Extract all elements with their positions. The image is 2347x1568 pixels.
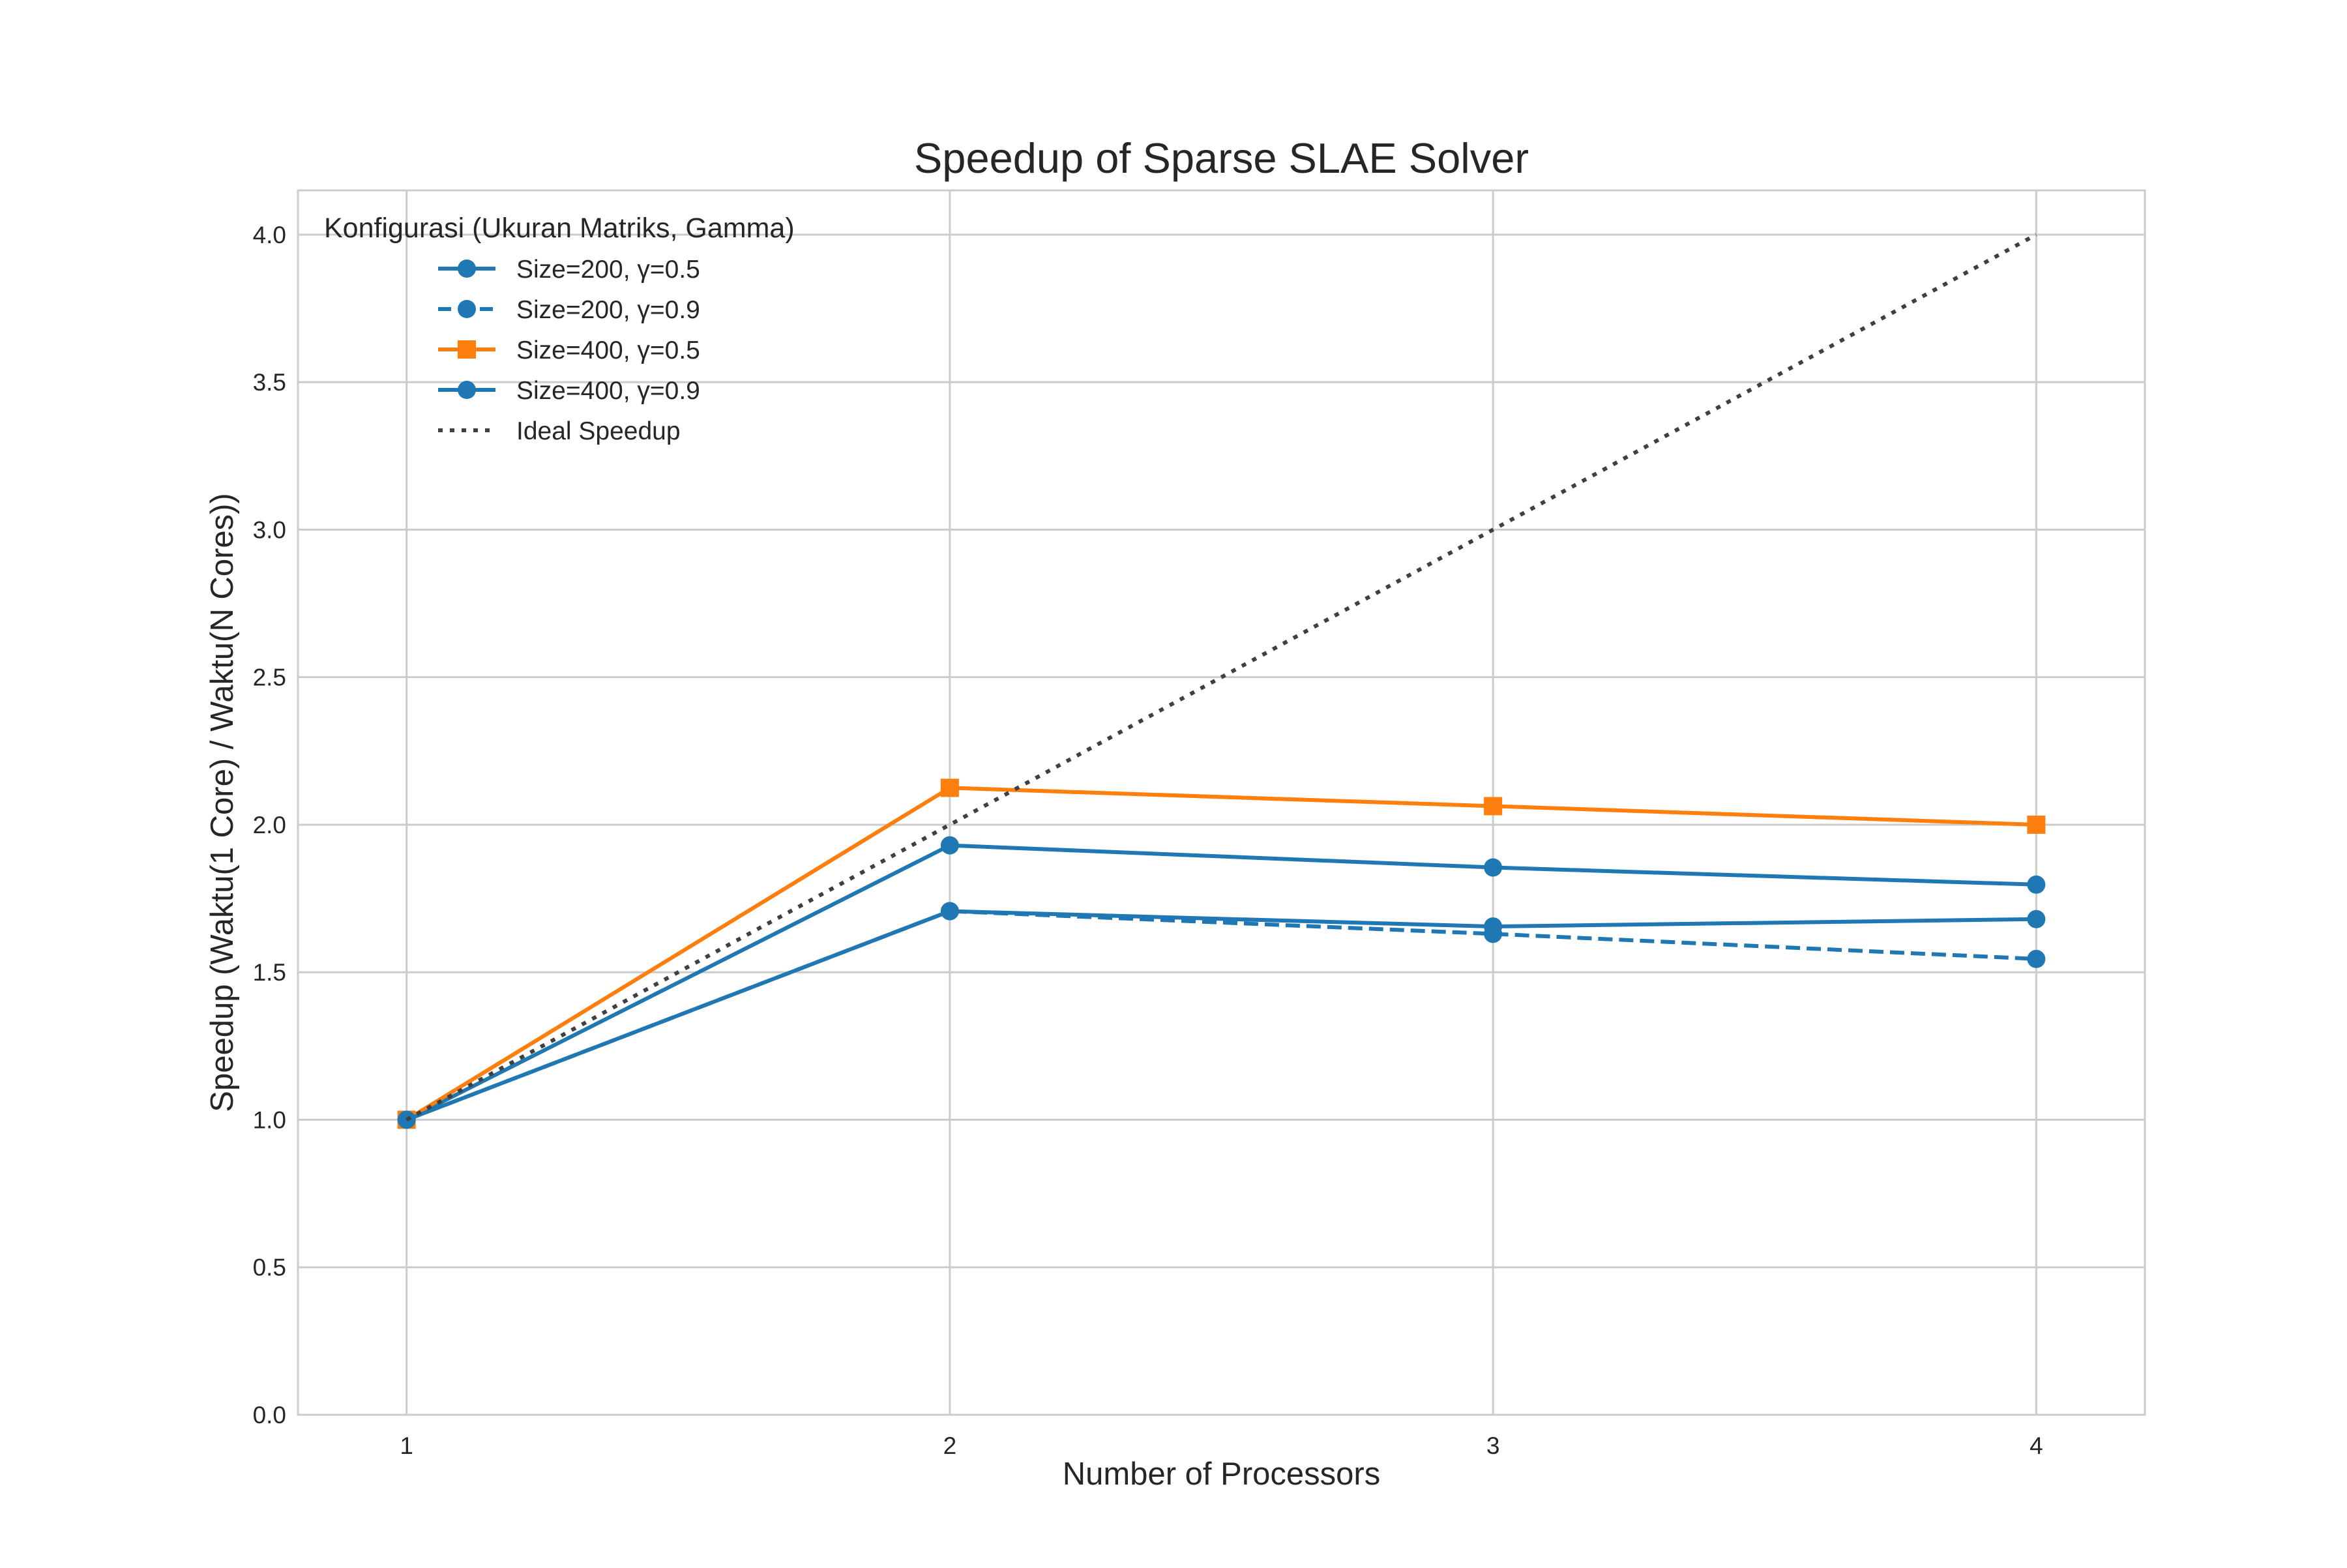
series-0: [397, 836, 2046, 1129]
legend-entry: Size=200, γ=0.5: [438, 256, 700, 284]
series-line: [406, 843, 2037, 1122]
series-line: [406, 233, 2037, 1122]
y-tick-label: 4.0: [253, 222, 286, 248]
x-tick-label: 4: [2030, 1432, 2043, 1459]
legend-marker: [458, 381, 476, 399]
legend-label: Size=200, γ=0.9: [516, 296, 700, 324]
legend-label: Size=200, γ=0.5: [516, 256, 700, 284]
data-point: [1484, 858, 1503, 877]
legend-entries: Size=200, γ=0.5 Size=200, γ=0.9 Size=400, …: [438, 256, 700, 445]
legend-label: Size=400, γ=0.5: [516, 336, 700, 364]
series-4: [406, 233, 2037, 1122]
series-line: [406, 909, 2037, 1122]
data-point: [1484, 917, 1503, 936]
data-point: [940, 902, 959, 921]
data-point: [2027, 949, 2046, 968]
legend-entry: Ideal Speedup: [438, 417, 681, 445]
y-tick-label: 2.0: [253, 812, 286, 838]
data-point: [2027, 815, 2046, 834]
data-point: [940, 836, 959, 855]
legend-entry: Size=200, γ=0.9: [438, 296, 700, 324]
data-point: [940, 778, 959, 797]
y-tick-label: 3.0: [253, 516, 286, 543]
x-axis-title: Number of Processors: [1063, 1457, 1380, 1492]
y-tick-label: 2.5: [253, 664, 286, 691]
legend-marker: [458, 300, 476, 318]
legend-marker: [458, 259, 476, 278]
legend-label: Size=400, γ=0.9: [516, 377, 700, 405]
legend-entry: Size=400, γ=0.5: [438, 336, 700, 364]
data-point: [2027, 910, 2046, 928]
y-tick-label: 0.5: [253, 1254, 286, 1281]
tick-labels: 1 2 3 4 0.0 0.5 1.0 1.5 2.0 2.5 3.0 3.5 4.0: [253, 222, 2043, 1459]
x-tick-label: 2: [943, 1432, 957, 1459]
y-tick-label: 0.0: [253, 1402, 286, 1428]
x-tick-label: 1: [400, 1432, 413, 1459]
y-tick-label: 3.5: [253, 369, 286, 396]
legend-label: Ideal Speedup: [516, 417, 681, 445]
y-tick-label: 1.0: [253, 1106, 286, 1133]
y-tick-label: 1.5: [253, 959, 286, 986]
series-line: [406, 786, 2037, 1122]
legend: Konfigurasi (Ukuran Matriks, Gamma) Size…: [324, 213, 795, 445]
y-axis-title: Speedup (Waktu(1 Core) / Waktu(N Cores)): [205, 493, 240, 1112]
series-layer: [397, 233, 2046, 1129]
chart-title: Speedup of Sparse SLAE Solver: [914, 134, 1529, 182]
legend-entry: Size=400, γ=0.9: [438, 377, 700, 405]
plot-frame: [297, 189, 2146, 1416]
data-point: [2027, 875, 2046, 894]
legend-title: Konfigurasi (Ukuran Matriks, Gamma): [324, 213, 795, 244]
data-point: [1484, 797, 1503, 816]
x-tick-label: 3: [1486, 1432, 1500, 1459]
legend-marker: [458, 340, 476, 359]
